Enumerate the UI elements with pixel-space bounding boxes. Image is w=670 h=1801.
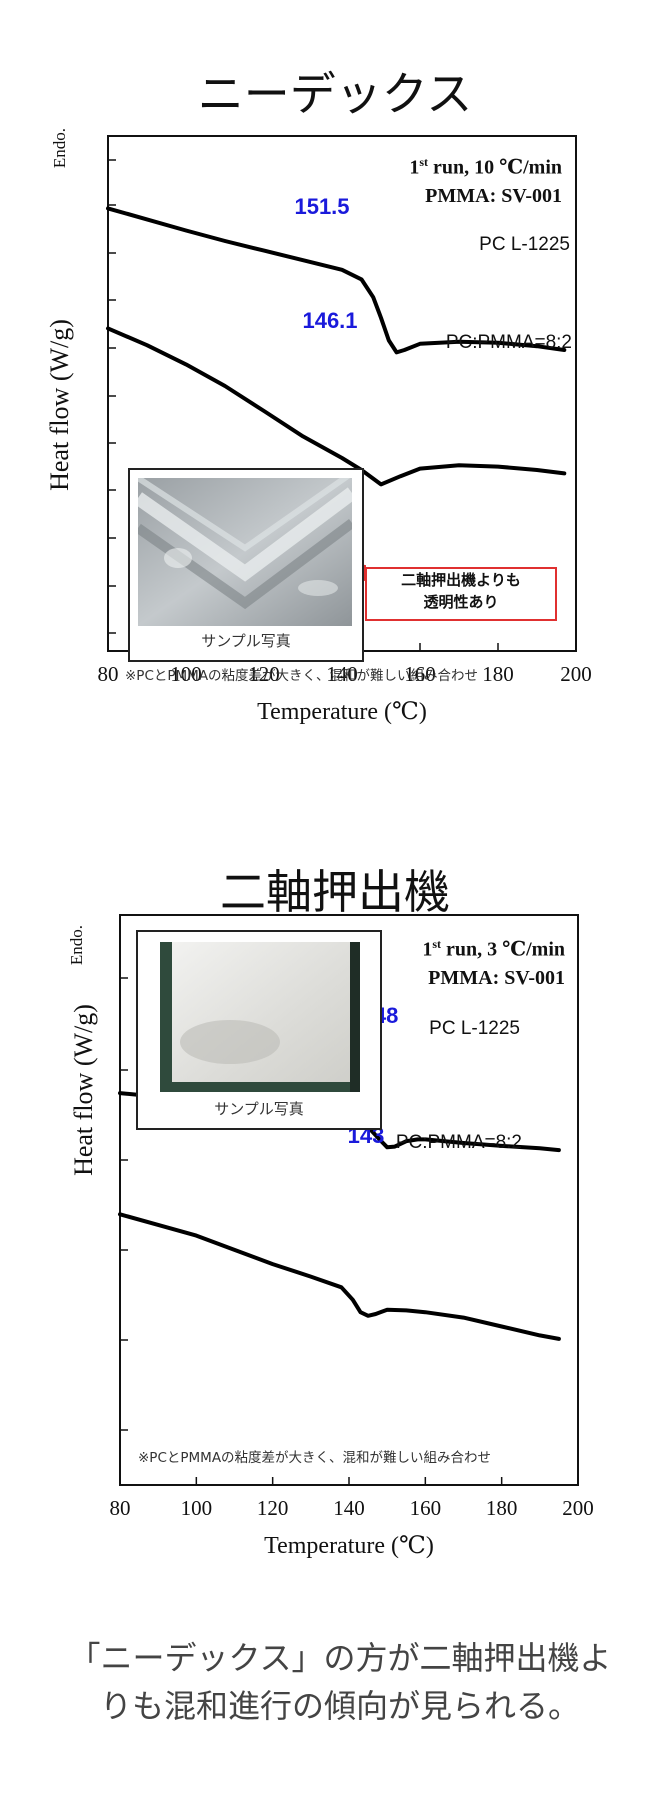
y-axis-label: Heat flow (W/g): [69, 1004, 98, 1176]
x-tick-label: 120: [248, 662, 280, 686]
conclusion-text: 「ニーデックス」の方が二軸押出機よ りも混和進行の傾向が見られる。: [30, 1634, 650, 1730]
y-axis-label: Heat flow (W/g): [45, 319, 74, 491]
run-info-kneadex: 1st run, 10 ℃/min PMMA: SV-001: [409, 155, 562, 207]
photo-caption: サンプル写真: [201, 632, 291, 650]
x-tick-label: 200: [560, 662, 592, 686]
callout-line1: 二軸押出機よりも: [401, 571, 521, 589]
conclusion-line2: りも混和進行の傾向が見られる。: [99, 1687, 580, 1725]
sample-photo-frame: サンプル写真: [128, 468, 364, 662]
x-tick-label: 140: [326, 662, 358, 686]
viscosity-note-2: ※PCとPMMAの粘度差が大きく、混和が難しい組み合わせ: [138, 1450, 492, 1466]
x-axis-label: Temperature (℃): [264, 1533, 434, 1559]
x-tick-label: 120: [257, 1496, 289, 1520]
photo-caption-2: サンプル写真: [214, 1100, 304, 1118]
x-tick-label: 160: [404, 662, 436, 686]
sample-photo-kneadex: [138, 478, 352, 626]
series-name-label: PC L-1225: [479, 234, 570, 255]
series-name-label: PC:PMMA=8:2: [396, 1132, 522, 1153]
x-tick-label: 140: [333, 1496, 365, 1520]
run-info-twin-screw: 1st run, 3 ℃/min PMMA: SV-001: [422, 937, 565, 989]
x-tick-label: 180: [482, 662, 514, 686]
transparency-callout: 二軸押出機よりも 透明性あり: [365, 567, 557, 621]
chart-title-kneadex: ニーデックス: [197, 67, 473, 121]
conclusion-line1: 「ニーデックス」の方が二軸押出機よ: [68, 1639, 612, 1677]
peak-temperature-label: 146.1: [302, 308, 357, 333]
series-line-2: [118, 1212, 561, 1341]
x-tick-label: 200: [562, 1496, 594, 1520]
x-axis-label: Temperature (℃): [257, 699, 427, 725]
sample-photo-frame-2: サンプル写真: [136, 930, 382, 1130]
x-tick-label: 80: [110, 1496, 131, 1520]
viscosity-note: ※PCとPMMAの粘度差が大きく、混和が難しい組み合わせ: [125, 668, 479, 684]
series-name-label: PC:PMMA=8:2: [446, 332, 572, 353]
x-tick-label: 100: [170, 662, 202, 686]
x-tick-label: 100: [181, 1496, 213, 1520]
callout-line2: 透明性あり: [423, 593, 499, 611]
chart-title-twin-screw: 二軸押出機: [220, 865, 450, 919]
peak-temperature-label: 151.5: [294, 194, 349, 219]
x-tick-label: 160: [410, 1496, 442, 1520]
x-tick-label: 80: [98, 662, 119, 686]
series-name-label: PC L-1225: [429, 1018, 520, 1039]
series-line-1: [106, 206, 567, 355]
x-tick-label: 180: [486, 1496, 518, 1520]
endo-label: Endo.: [50, 128, 69, 168]
endo-label: Endo.: [67, 925, 86, 965]
sample-photo-twin-screw: [160, 942, 360, 1092]
